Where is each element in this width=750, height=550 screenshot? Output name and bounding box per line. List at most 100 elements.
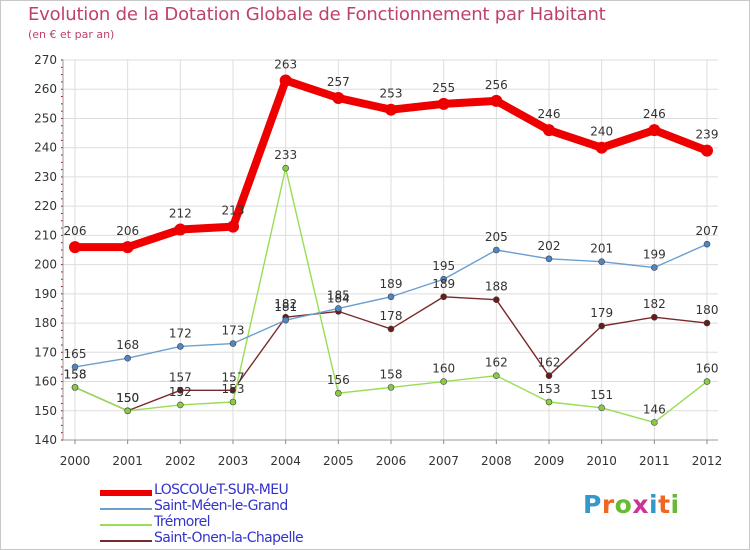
- data-label: 168: [116, 338, 139, 352]
- data-point: [174, 223, 187, 236]
- y-tick-label: 190: [34, 287, 57, 301]
- data-label: 173: [222, 324, 245, 338]
- data-label: 179: [590, 306, 613, 320]
- legend: LOSCOUeT-SUR-MEU Saint-Méen-le-Grand Tré…: [100, 482, 360, 547]
- data-label: 150: [116, 391, 139, 405]
- data-label: 206: [64, 224, 87, 238]
- y-tick-label: 240: [34, 141, 57, 155]
- data-label: 199: [643, 248, 666, 262]
- data-label: 246: [538, 107, 561, 121]
- brand-letter: r: [601, 490, 615, 519]
- data-label: 188: [485, 280, 508, 294]
- data-label: 165: [64, 347, 87, 361]
- chart-title: Evolution de la Dotation Globale de Fonc…: [28, 4, 606, 25]
- data-point: [490, 94, 503, 107]
- brand-letter: o: [614, 490, 633, 519]
- data-label: 195: [432, 259, 455, 273]
- x-tick-label: 2010: [586, 454, 617, 468]
- y-tick-label: 250: [34, 111, 57, 125]
- data-point: [177, 343, 184, 350]
- data-point: [387, 384, 395, 391]
- data-point: [437, 97, 450, 110]
- data-label: 256: [485, 78, 508, 92]
- x-tick-label: 2011: [639, 454, 670, 468]
- x-tick-label: 2012: [692, 454, 723, 468]
- x-tick-label: 2008: [481, 454, 512, 468]
- y-tick-label: 170: [34, 345, 57, 359]
- data-point: [440, 378, 447, 385]
- data-label: 160: [696, 362, 719, 376]
- data-label: 178: [380, 309, 403, 323]
- data-point: [335, 305, 342, 312]
- data-label: 153: [222, 382, 245, 396]
- x-tick-label: 2003: [218, 454, 249, 468]
- x-tick-label: 2009: [534, 454, 565, 468]
- data-point: [493, 246, 500, 254]
- data-label: 162: [538, 356, 561, 370]
- data-point: [227, 220, 239, 233]
- legend-swatch-saint-onen: [100, 540, 152, 542]
- data-point: [598, 258, 605, 265]
- data-point: [177, 387, 184, 394]
- data-label: 162: [485, 356, 508, 370]
- data-point: [282, 316, 289, 324]
- data-point: [545, 255, 553, 263]
- data-point: [651, 264, 658, 271]
- data-label: 233: [274, 148, 297, 162]
- brand-letter: i: [649, 490, 659, 519]
- y-tick-label: 200: [34, 258, 57, 272]
- data-point: [701, 144, 713, 157]
- data-label: 205: [485, 230, 508, 244]
- data-point: [651, 313, 658, 321]
- data-point: [648, 124, 661, 137]
- data-point: [703, 378, 711, 385]
- data-label: 246: [643, 107, 666, 121]
- data-label: 239: [696, 128, 719, 142]
- data-label: 189: [380, 277, 403, 291]
- data-point: [71, 384, 79, 391]
- data-point: [335, 389, 342, 397]
- data-label: 152: [169, 385, 192, 399]
- data-point: [703, 319, 711, 327]
- data-label: 151: [590, 388, 613, 402]
- data-label: 158: [64, 367, 87, 381]
- data-point: [440, 275, 447, 283]
- data-point: [121, 241, 134, 254]
- data-point: [229, 340, 237, 347]
- data-point: [69, 241, 81, 254]
- legend-label-tremorel: Trémorel: [154, 514, 211, 530]
- legend-item-saint-meen: Saint-Méen-le-Grand: [100, 498, 360, 515]
- data-label: 181: [274, 300, 297, 314]
- legend-item-tremorel: Trémorel: [100, 514, 360, 531]
- data-label: 184: [327, 291, 350, 305]
- x-tick-label: 2001: [112, 454, 143, 468]
- data-point: [651, 419, 658, 426]
- data-label: 160: [432, 362, 455, 376]
- data-label: 240: [590, 125, 613, 139]
- data-label: 185: [327, 288, 350, 302]
- data-point: [545, 398, 553, 406]
- brand-letter: P: [583, 490, 602, 519]
- data-label: 156: [327, 373, 350, 387]
- data-point: [703, 240, 711, 248]
- data-label: 157: [222, 370, 245, 384]
- data-point: [124, 407, 131, 415]
- x-tick-label: 2005: [323, 454, 354, 468]
- proxiti-logo: Proxiti: [583, 490, 680, 519]
- data-label: 263: [274, 57, 297, 71]
- data-point: [124, 354, 131, 362]
- data-label: 150: [116, 391, 139, 405]
- y-tick-label: 220: [34, 199, 57, 213]
- data-point: [493, 296, 500, 303]
- legend-swatch-loscouet: [100, 490, 152, 496]
- data-point: [177, 401, 184, 409]
- data-point: [279, 74, 292, 87]
- data-label: 201: [590, 242, 613, 256]
- data-label: 207: [696, 224, 719, 238]
- data-label: 180: [696, 303, 719, 317]
- data-label: 146: [643, 402, 666, 416]
- x-tick-label: 2004: [270, 454, 301, 468]
- data-label: 257: [327, 75, 350, 89]
- brand-letter: t: [658, 490, 671, 519]
